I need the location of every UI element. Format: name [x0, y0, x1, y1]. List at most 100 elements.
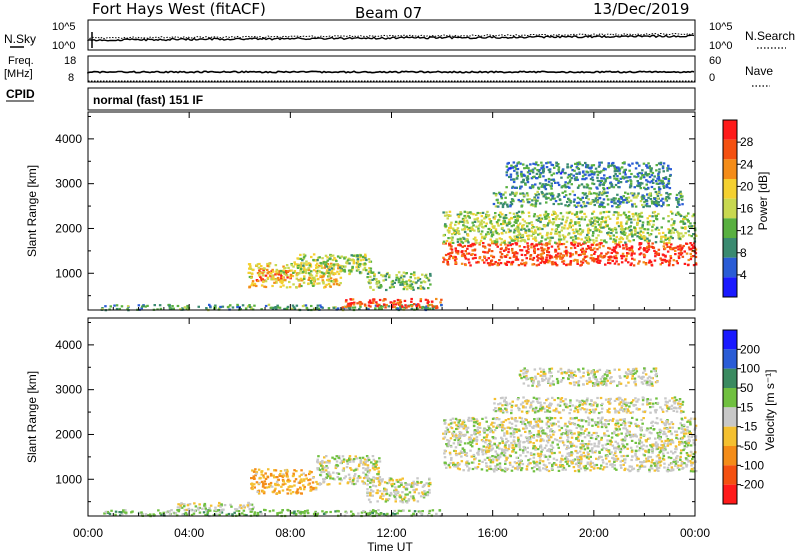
heatmap-cell	[618, 241, 621, 244]
heatmap-cell	[521, 180, 524, 183]
heatmap-cell	[589, 173, 592, 176]
heatmap-cell	[586, 184, 590, 187]
heatmap-cell	[381, 305, 384, 308]
heatmap-cell	[311, 278, 314, 281]
heatmap-cell	[273, 489, 276, 492]
heatmap-cell	[600, 239, 603, 242]
heatmap-cell	[689, 450, 693, 453]
heatmap-cell	[587, 166, 591, 169]
heatmap-cell	[480, 219, 484, 222]
heatmap-cell	[570, 436, 574, 439]
heatmap-cell	[246, 505, 250, 508]
heatmap-cell	[109, 305, 112, 308]
heatmap-cell	[323, 461, 327, 464]
heatmap-cell	[662, 240, 665, 243]
heatmap-cell	[674, 460, 678, 463]
heatmap-cell	[264, 472, 267, 475]
heatmap-cell	[118, 307, 121, 311]
heatmap-cell	[489, 449, 493, 452]
heatmap-cell	[629, 180, 633, 183]
heatmap-cell	[300, 478, 303, 481]
heatmap-cell	[513, 229, 517, 232]
heatmap-cell	[305, 260, 308, 263]
heatmap-cell	[592, 210, 596, 213]
heatmap-cell	[317, 266, 320, 269]
heatmap-cell	[589, 202, 592, 205]
heatmap-cell	[276, 304, 279, 307]
heatmap-cell	[577, 468, 580, 472]
heatmap-cell	[385, 488, 388, 491]
heatmap-cell	[623, 176, 626, 179]
heatmap-cell	[500, 421, 503, 424]
heatmap-cell	[311, 481, 315, 484]
heatmap-cell	[667, 180, 671, 183]
heatmap-cell	[577, 201, 581, 204]
heatmap-cell	[278, 271, 281, 274]
heatmap-cell	[286, 470, 289, 473]
heatmap-cell	[331, 272, 334, 275]
heatmap-cell	[454, 256, 457, 259]
heatmap-cell	[692, 242, 696, 245]
heatmap-cell	[382, 494, 385, 497]
heatmap-cell	[369, 501, 372, 504]
heatmap-cell	[183, 503, 186, 506]
heatmap-cell	[366, 466, 370, 469]
heatmap-cell	[428, 488, 431, 492]
heatmap-cell	[655, 182, 659, 185]
heatmap-cell	[628, 169, 631, 172]
heatmap-cell	[509, 463, 512, 466]
heatmap-cell	[401, 278, 405, 281]
heatmap-cell	[430, 303, 434, 306]
heatmap-cell	[628, 233, 631, 236]
heatmap-cell	[692, 225, 695, 228]
heatmap-cell	[396, 307, 400, 310]
heatmap-cell	[545, 256, 548, 259]
heatmap-cell	[468, 436, 471, 439]
heatmap-cell	[273, 469, 276, 472]
heatmap-cell	[513, 221, 517, 224]
heatmap-cell	[243, 506, 246, 509]
heatmap-cell	[492, 468, 495, 471]
heatmap-cell	[623, 424, 627, 427]
heatmap-cell	[506, 260, 509, 263]
heatmap-cell	[545, 183, 548, 186]
heatmap-cell	[628, 247, 631, 250]
heatmap-cell	[464, 257, 468, 260]
heatmap-cell	[373, 273, 376, 276]
heatmap-cell	[269, 274, 272, 277]
heatmap-cell	[503, 434, 506, 437]
heatmap-cell	[607, 231, 610, 234]
heatmap-cell	[338, 266, 342, 269]
heatmap-cell	[399, 299, 402, 302]
heatmap-cell	[310, 471, 313, 474]
heatmap-cell	[410, 300, 413, 303]
heatmap-cell	[426, 299, 429, 302]
heatmap-cell	[588, 418, 591, 421]
heatmap-cell	[589, 257, 592, 260]
heatmap-cell	[519, 200, 523, 203]
heatmap-cell	[540, 426, 543, 429]
heatmap-cell	[505, 171, 508, 174]
heatmap-cell	[267, 303, 271, 306]
heatmap-cell	[463, 244, 467, 248]
heatmap-cell	[631, 250, 634, 253]
heatmap-cell	[269, 481, 273, 485]
heatmap-cell	[551, 195, 554, 198]
heatmap-cell	[181, 307, 184, 310]
heatmap-cell	[153, 514, 156, 517]
heatmap-cell	[566, 163, 569, 166]
heatmap-cell	[604, 426, 608, 429]
heatmap-cell	[629, 263, 632, 267]
heatmap-cell	[514, 424, 518, 427]
heatmap-cell	[551, 260, 554, 264]
heatmap-cell	[615, 211, 618, 214]
heatmap-cell	[266, 272, 270, 275]
heatmap-cell	[392, 482, 396, 486]
heatmap-cell	[460, 254, 464, 258]
heatmap-cell	[665, 196, 668, 199]
heatmap-cell	[236, 303, 239, 306]
heatmap-cell	[545, 197, 548, 200]
heatmap-cell	[538, 434, 542, 437]
heatmap-cell	[321, 467, 324, 470]
heatmap-cell	[400, 305, 404, 308]
